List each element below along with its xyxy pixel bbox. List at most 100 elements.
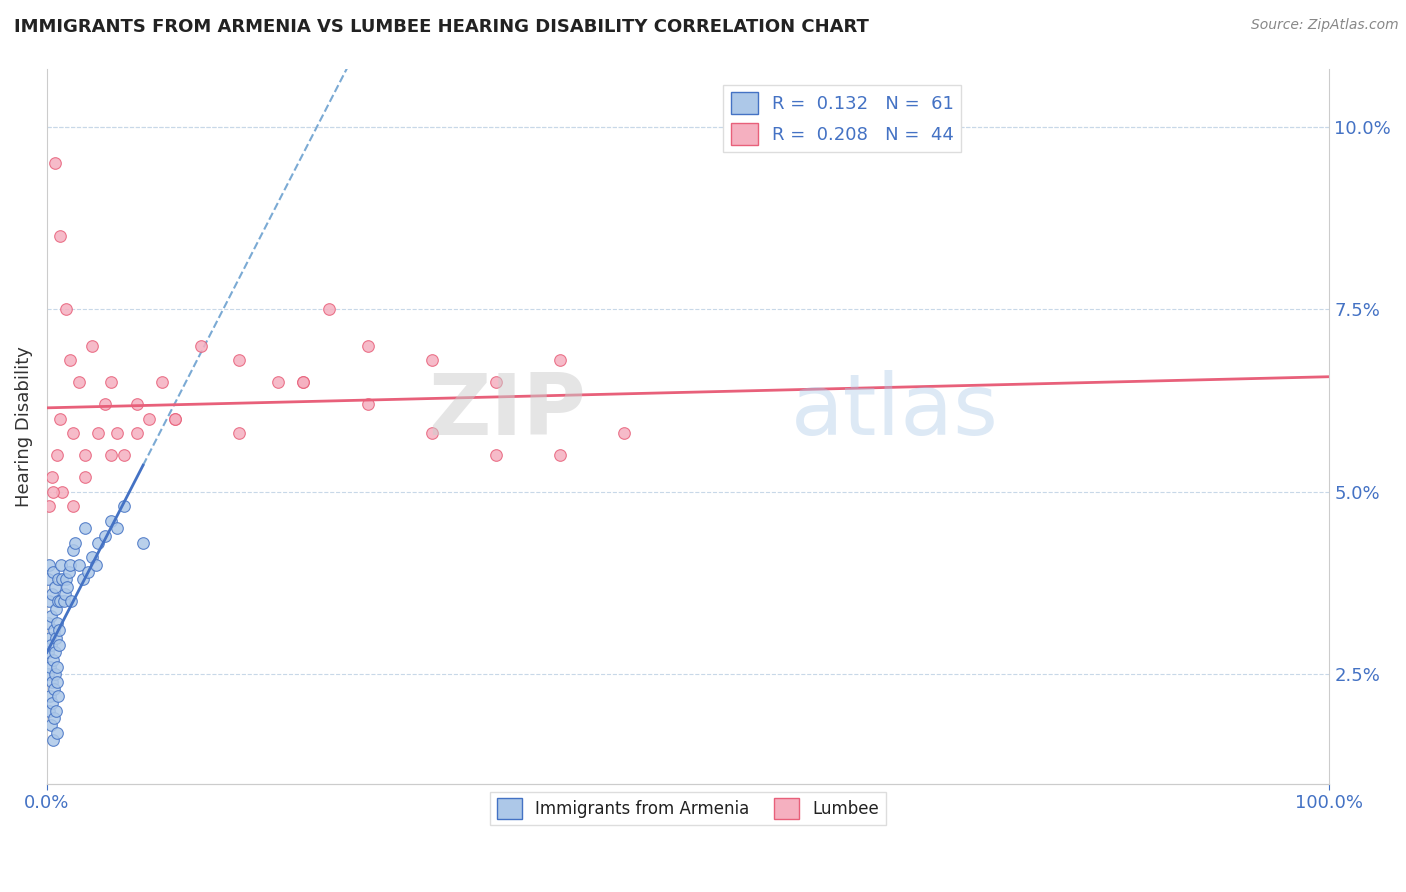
Y-axis label: Hearing Disability: Hearing Disability bbox=[15, 346, 32, 507]
Point bbox=[39, 608, 62, 623]
Text: atlas: atlas bbox=[790, 370, 998, 453]
Point bbox=[44, 580, 66, 594]
Point bbox=[42, 565, 65, 579]
Point bbox=[77, 565, 100, 579]
Point bbox=[420, 353, 443, 368]
Point bbox=[80, 339, 103, 353]
Point bbox=[485, 376, 508, 390]
Point bbox=[75, 470, 97, 484]
Point bbox=[45, 601, 67, 615]
Point bbox=[48, 594, 70, 608]
Point bbox=[62, 426, 84, 441]
Point bbox=[37, 667, 59, 681]
Point bbox=[485, 448, 508, 462]
Point bbox=[56, 580, 79, 594]
Point bbox=[75, 448, 97, 462]
Point bbox=[107, 426, 129, 441]
Point bbox=[356, 339, 378, 353]
Point bbox=[48, 229, 70, 244]
Point bbox=[38, 500, 60, 514]
Point bbox=[93, 397, 115, 411]
Point bbox=[46, 674, 69, 689]
Point bbox=[38, 689, 60, 703]
Point bbox=[228, 353, 250, 368]
Point bbox=[100, 448, 122, 462]
Point bbox=[72, 573, 94, 587]
Point bbox=[44, 667, 66, 681]
Text: Source: ZipAtlas.com: Source: ZipAtlas.com bbox=[1251, 18, 1399, 32]
Point bbox=[42, 624, 65, 638]
Point bbox=[53, 587, 76, 601]
Point bbox=[100, 514, 122, 528]
Point bbox=[318, 302, 340, 317]
Point bbox=[548, 448, 571, 462]
Point bbox=[48, 573, 70, 587]
Point bbox=[39, 718, 62, 732]
Point bbox=[45, 631, 67, 645]
Point bbox=[51, 573, 73, 587]
Point bbox=[46, 725, 69, 739]
Point bbox=[84, 558, 107, 572]
Point bbox=[49, 558, 72, 572]
Point bbox=[107, 521, 129, 535]
Text: ZIP: ZIP bbox=[427, 370, 585, 453]
Point bbox=[125, 397, 148, 411]
Point bbox=[48, 624, 70, 638]
Point bbox=[46, 448, 69, 462]
Point bbox=[67, 376, 90, 390]
Point bbox=[55, 573, 77, 587]
Point bbox=[356, 397, 378, 411]
Point bbox=[42, 681, 65, 696]
Point bbox=[548, 353, 571, 368]
Point bbox=[93, 528, 115, 542]
Legend: Immigrants from Armenia, Lumbee: Immigrants from Armenia, Lumbee bbox=[491, 792, 886, 825]
Point bbox=[87, 536, 110, 550]
Point bbox=[41, 653, 63, 667]
Point bbox=[190, 339, 212, 353]
Point bbox=[62, 500, 84, 514]
Point bbox=[75, 521, 97, 535]
Point bbox=[39, 660, 62, 674]
Point bbox=[125, 426, 148, 441]
Point bbox=[39, 631, 62, 645]
Point bbox=[46, 689, 69, 703]
Point bbox=[62, 543, 84, 558]
Point bbox=[41, 587, 63, 601]
Point bbox=[38, 594, 60, 608]
Point bbox=[41, 470, 63, 484]
Point bbox=[613, 426, 636, 441]
Point bbox=[45, 704, 67, 718]
Point bbox=[41, 638, 63, 652]
Point bbox=[292, 376, 315, 390]
Point bbox=[38, 558, 60, 572]
Point bbox=[58, 565, 80, 579]
Point bbox=[112, 448, 135, 462]
Point bbox=[37, 645, 59, 659]
Point bbox=[100, 376, 122, 390]
Point bbox=[41, 697, 63, 711]
Point bbox=[45, 616, 67, 631]
Point bbox=[42, 733, 65, 747]
Point bbox=[38, 704, 60, 718]
Point bbox=[150, 376, 173, 390]
Point bbox=[132, 536, 155, 550]
Point bbox=[37, 573, 59, 587]
Point bbox=[67, 558, 90, 572]
Point bbox=[87, 426, 110, 441]
Point bbox=[63, 536, 86, 550]
Point bbox=[37, 616, 59, 631]
Point bbox=[292, 376, 315, 390]
Point bbox=[165, 412, 187, 426]
Point bbox=[267, 376, 290, 390]
Point bbox=[45, 660, 67, 674]
Point bbox=[55, 302, 77, 317]
Point bbox=[138, 412, 160, 426]
Point bbox=[420, 426, 443, 441]
Text: IMMIGRANTS FROM ARMENIA VS LUMBEE HEARING DISABILITY CORRELATION CHART: IMMIGRANTS FROM ARMENIA VS LUMBEE HEARIN… bbox=[14, 18, 869, 36]
Point bbox=[52, 594, 75, 608]
Point bbox=[112, 500, 135, 514]
Point bbox=[60, 594, 83, 608]
Point bbox=[48, 638, 70, 652]
Point bbox=[59, 353, 82, 368]
Point bbox=[48, 412, 70, 426]
